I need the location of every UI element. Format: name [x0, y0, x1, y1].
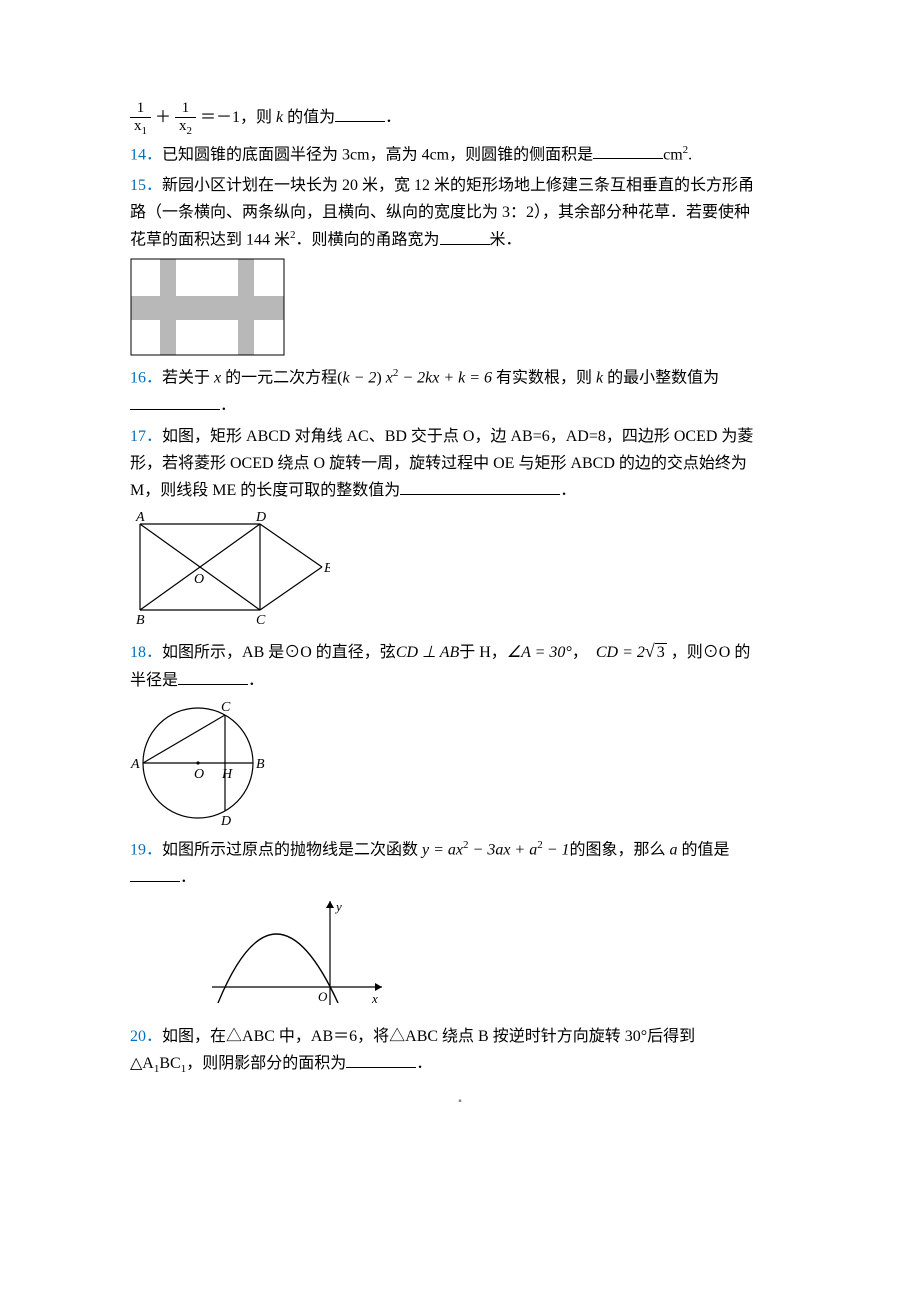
question-20: 20．如图，在△ABC 中，AB＝6，将△ABC 绕点 B 按逆时针方向旋转 3…	[130, 1023, 790, 1079]
q17-line2: 形，若将菱形 OCED 绕点 O 旋转一周，旋转过程中 OE 与矩形 ABCD …	[130, 455, 747, 472]
svg-text:x: x	[371, 991, 378, 1006]
blank	[130, 866, 180, 882]
text: BC	[159, 1055, 180, 1072]
question-19: 19．如图所示过原点的抛物线是二次函数 y = ax2 − 3ax + a2 −…	[130, 836, 790, 891]
text: 的最小整数值为	[603, 369, 719, 386]
expr: − 2kx + k = 6	[398, 369, 492, 386]
expr: ∠A = 30°	[507, 644, 572, 661]
q15-line3b: ．则横向的甬路宽为	[296, 232, 440, 249]
text: 有实数根，则	[492, 369, 596, 386]
unit: cm	[663, 146, 683, 163]
var-x: x	[386, 369, 393, 386]
q18-number: 18．	[130, 644, 162, 661]
text: ＝－1，则	[200, 109, 272, 126]
q17-line3: M，则线段 ME 的长度可取的整数值为	[130, 482, 400, 499]
q17-number: 17．	[130, 428, 162, 445]
question-18: 18．如图所示，AB 是⊙O 的直径，弦CD ⊥ AB于 H，∠A = 30°，…	[130, 636, 790, 694]
text: 的值是	[682, 841, 730, 858]
question-16: 16．若关于 x 的一元二次方程(k − 2) x2 − 2kx + k = 6…	[130, 364, 790, 419]
q15-line3c: 米．	[490, 232, 522, 249]
page-marker: ▪	[130, 1087, 790, 1114]
q15-line1: 新园小区计划在一块长为 20 米，宽 12 米的矩形场地上修建三条互相垂直的长方…	[162, 177, 754, 194]
fraction-1: 1 x1	[130, 100, 151, 137]
blank	[593, 143, 663, 159]
svg-text:A: A	[135, 510, 145, 525]
var-k: k	[272, 109, 287, 126]
blank	[178, 669, 248, 685]
expr: − 3ax + a	[469, 841, 538, 858]
text: ，	[572, 644, 588, 661]
blank	[130, 394, 220, 410]
svg-text:D: D	[255, 510, 266, 525]
expr: y = ax	[418, 841, 463, 858]
svg-text:D: D	[220, 814, 231, 828]
q20-number: 20．	[130, 1028, 162, 1045]
q14-number: 14．	[130, 146, 162, 163]
q14-text: 已知圆锥的底面圆半径为 3cm，高为 4cm，则圆锥的侧面积是	[162, 146, 593, 163]
text: ，则阴影部分的面积为	[186, 1055, 346, 1072]
q15-number: 15．	[130, 177, 162, 194]
period: ．	[385, 109, 401, 126]
expr: k − 2	[342, 369, 376, 386]
var-a: a	[666, 841, 682, 858]
question-13-frag: 1 x1 ＋ 1 x2 ＝－1，则 k 的值为 ．	[130, 100, 790, 137]
period: ．	[248, 672, 264, 689]
q18-line2: 半径是	[130, 672, 178, 689]
text: 如图所示过原点的抛物线是二次函数	[162, 841, 418, 858]
blank	[346, 1052, 416, 1068]
page-content: 1 x1 ＋ 1 x2 ＝－1，则 k 的值为 ． 14．已知圆锥的底面圆半径为 …	[0, 0, 920, 1154]
q19-figure: y x O	[210, 895, 790, 1015]
q19-number: 19．	[130, 841, 162, 858]
expr: CD = 2	[596, 644, 645, 661]
svg-text:C: C	[256, 613, 266, 628]
blank	[335, 106, 385, 122]
sqrt-icon: √	[645, 641, 655, 661]
svg-text:C: C	[221, 700, 231, 715]
blank	[400, 479, 560, 495]
svg-text:B: B	[136, 613, 145, 628]
svg-text:H: H	[221, 767, 233, 782]
q17-line1: 如图，矩形 ABCD 对角线 AC、BD 交于点 O，边 AB=6，AD=8，四…	[162, 428, 753, 445]
q17-figure: A D B C O E	[130, 508, 790, 628]
expr: CD ⊥ AB	[396, 644, 459, 661]
question-14: 14．已知圆锥的底面圆半径为 3cm，高为 4cm，则圆锥的侧面积是cm2.	[130, 141, 790, 169]
q18-figure: A B C D O H	[130, 698, 790, 828]
text: 于 H，	[459, 644, 507, 661]
svg-text:O: O	[318, 989, 328, 1004]
question-17: 17．如图，矩形 ABCD 对角线 AC、BD 交于点 O，边 AB=6，AD=…	[130, 423, 790, 505]
period: ．	[180, 869, 196, 886]
svg-text:O: O	[194, 572, 204, 587]
plus-sign: ＋	[155, 109, 171, 126]
blank	[440, 229, 490, 245]
svg-text:y: y	[334, 899, 342, 914]
text: △A	[130, 1055, 154, 1072]
expr: − 1	[543, 841, 570, 858]
paren: )	[376, 369, 381, 386]
sqrt-val: 3	[655, 643, 667, 661]
q16-number: 16．	[130, 369, 162, 386]
period: .	[688, 146, 692, 163]
period: ．	[560, 482, 576, 499]
text: 的一元二次方程	[225, 369, 337, 386]
period: ．	[416, 1055, 432, 1072]
text: 如图所示，AB 是⊙O 的直径，弦	[162, 644, 396, 661]
text: 的图象，那么	[570, 841, 666, 858]
svg-text:O: O	[194, 767, 204, 782]
period: ．	[220, 397, 236, 414]
q15-figure	[130, 258, 790, 356]
svg-text:E: E	[323, 561, 330, 576]
svg-text:B: B	[256, 757, 265, 772]
var-x: x	[210, 369, 225, 386]
fraction-2: 1 x2	[175, 100, 196, 137]
text: 若关于	[162, 369, 210, 386]
q15-line3a: 花草的面积达到 144 米	[130, 232, 290, 249]
svg-text:A: A	[130, 757, 140, 772]
text: 的值为	[287, 109, 335, 126]
q15-line2: 路（一条横向、两条纵向，且横向、纵向的宽度比为 3：2），其余部分种花草．若要使…	[130, 204, 750, 221]
text: ，则⊙O 的	[667, 644, 751, 661]
question-15: 15．新园小区计划在一块长为 20 米，宽 12 米的矩形场地上修建三条互相垂直…	[130, 172, 790, 254]
q20-line1: 如图，在△ABC 中，AB＝6，将△ABC 绕点 B 按逆时针方向旋转 30°后…	[162, 1028, 695, 1045]
